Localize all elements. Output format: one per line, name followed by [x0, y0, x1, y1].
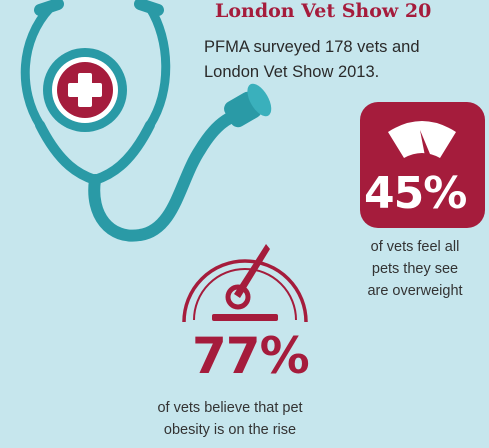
intro-text: PFMA surveyed 178 vets and London Vet Sh… — [204, 38, 420, 81]
stat-45-value: 45% — [364, 168, 467, 219]
stat-45-caption: of vets feel all pets they see are overw… — [367, 239, 463, 299]
speedometer-gauge-icon — [182, 244, 308, 323]
medical-cross-icon — [43, 48, 127, 132]
stethoscope-icon — [20, 0, 272, 242]
weighing-scale-icon — [360, 102, 485, 228]
page-title: London Vet Show 20 — [215, 0, 432, 22]
stat-77-value: 77% — [192, 327, 310, 385]
stat-77-caption: of vets believe that pet obesity is on t… — [157, 400, 303, 438]
